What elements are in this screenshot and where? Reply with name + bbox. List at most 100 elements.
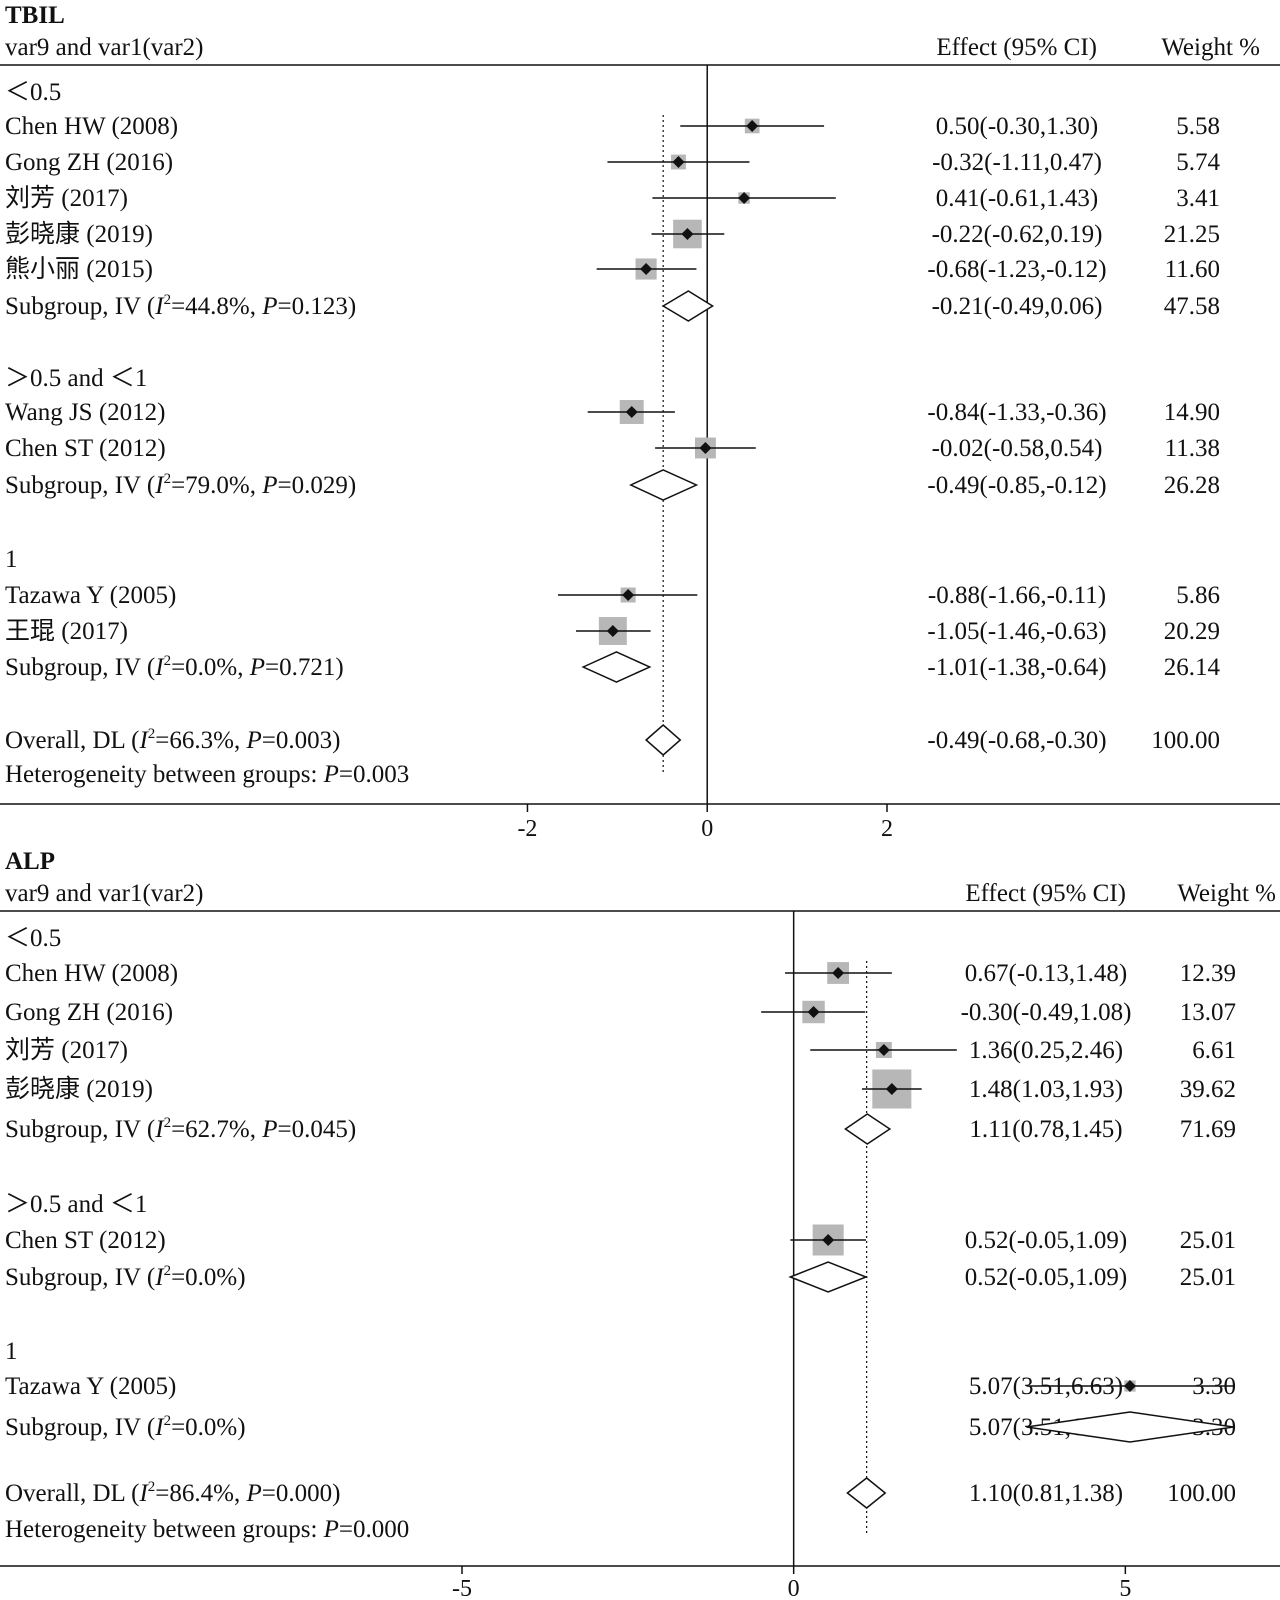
x-tick-label: 5 [1119,1576,1131,1600]
study-effect-ci: -0.68(-1.23,-0.12) [927,256,1106,283]
study-label: 彭晓康 (2019) [5,1075,153,1103]
study-point-estimate [681,228,694,240]
effect-column-header: Effect (95% CI) [965,880,1126,907]
study-label: Chen HW (2008) [5,960,178,987]
i-squared-symbol: I [154,293,165,320]
study-weight: 5.74 [1176,149,1220,176]
p-symbol: P [261,472,277,499]
p-value: =0.721) [265,654,344,681]
i-squared-symbol: I [154,1116,165,1143]
overall-diamond [846,1477,887,1509]
study-label: Gong ZH (2016) [5,999,173,1026]
study-effect-ci: 1.48(1.03,1.93) [969,1076,1123,1103]
x-tick-label: 0 [788,1576,800,1600]
i-squared-superscript: 2 [164,471,172,487]
study-point-estimate [738,192,751,204]
x-tick-label: 0 [701,816,713,842]
study-point-estimate [640,263,653,275]
hetero-p-value: =0.003 [339,761,409,788]
weight-column-header: Weight % [1161,34,1260,61]
i-squared-value: =0.0%) [171,1264,246,1291]
hetero-p-value: =0.000 [339,1516,409,1543]
study-weight: 20.29 [1164,618,1220,645]
i-squared-superscript: 2 [164,653,172,669]
summary-effect-ci: 1.10(0.81,1.38) [969,1480,1123,1507]
subgroup-diamond [844,1113,892,1145]
overall-diamond [644,724,682,756]
i-squared-superscript: 2 [164,1115,172,1131]
p-symbol: P [323,761,339,788]
summary-effect-ci: 1.11(0.78,1.45) [969,1116,1122,1143]
x-tick-label: -5 [452,1576,472,1600]
p-value: =0.003) [262,727,341,754]
study-effect-ci: 1.36(0.25,2.46) [969,1037,1123,1064]
i-squared-value: =0.0%) [171,1414,246,1441]
i-squared-superscript: 2 [164,292,172,308]
study-weight: 11.38 [1165,435,1220,462]
i-squared-symbol: I [138,1480,149,1507]
study-weight: 11.60 [1165,256,1220,283]
i-squared-symbol: I [138,727,149,754]
study-weight: 39.62 [1180,1076,1236,1103]
study-label: Chen ST (2012) [5,435,166,462]
summary-weight: 100.00 [1151,727,1220,754]
study-point-estimate [606,625,619,637]
i-squared-value: =62.7%, [171,1116,262,1143]
p-symbol: P [249,654,265,681]
subgroup-summary-label: Subgroup, IV (I2=0.0%, P=0.721) [5,653,344,681]
subgroup-summary-label: Subgroup, IV (I2=79.0%, P=0.029) [5,471,356,499]
hetero-label: Heterogeneity between groups: [5,1516,324,1543]
study-label: 刘芳 (2017) [5,1036,128,1064]
study-label: 彭晓康 (2019) [5,220,153,248]
i-squared-superscript: 2 [148,1479,156,1495]
study-effect-ci: -0.88(-1.66,-0.11) [928,582,1106,609]
summary-weight: 47.58 [1164,293,1220,320]
x-tick-label: -2 [517,816,537,842]
label-prefix: Subgroup, IV ( [5,1264,155,1291]
subgroup-summary-label: Subgroup, IV (I2=44.8%, P=0.123) [5,292,356,320]
study-effect-ci: -0.02(-0.58,0.54) [932,435,1103,462]
label-prefix: Subgroup, IV ( [5,472,155,499]
subgroup-diamond [581,651,652,683]
study-point-estimate [807,1006,820,1018]
summary-effect-ci: 0.52(-0.05,1.09) [965,1264,1127,1291]
forest-panel-tbil: TBIL var9 and var1(var2) Effect (95% CI) We… [0,2,1280,842]
subgroup-heading: ＜0.5 [5,925,61,952]
study-weight: 12.39 [1180,960,1236,987]
summary-effect-ci: -1.01(-1.38,-0.64) [927,654,1106,681]
i-squared-value: =79.0%, [171,472,262,499]
study-label: Chen ST (2012) [5,1227,166,1254]
summary-weight: 25.01 [1180,1264,1236,1291]
study-point-estimate [625,406,638,418]
study-weight: 5.86 [1176,582,1220,609]
p-symbol: P [261,293,277,320]
p-symbol: P [261,1116,277,1143]
subgroup-heading: 1 [5,546,18,573]
subgroup-diamond [661,290,715,322]
summary-weight: 26.14 [1164,654,1221,681]
panel-title: TBIL [5,2,65,29]
p-value: =0.123) [278,293,357,320]
study-effect-ci: 0.41(-0.61,1.43) [936,185,1098,212]
subgroup-summary-label: Subgroup, IV (I2=62.7%, P=0.045) [5,1115,356,1143]
study-effect-ci: -0.22(-0.62,0.19) [932,221,1103,248]
label-prefix: Subgroup, IV ( [5,1116,155,1143]
study-point-estimate [746,120,759,132]
i-squared-value: =86.4%, [155,1480,246,1507]
label-prefix: Subgroup, IV ( [5,1414,155,1441]
panel-title: ALP [5,848,55,875]
study-effect-ci: -0.30(-0.49,1.08) [961,999,1132,1026]
effect-column-header: Effect (95% CI) [936,34,1097,61]
study-effect-ci: -0.32(-1.11,0.47) [932,149,1102,176]
summary-weight: 71.69 [1180,1116,1236,1143]
overall-label: Overall, DL (I2=86.4%, P=0.000) [5,1479,340,1507]
study-effect-ci: -0.84(-1.33,-0.36) [927,399,1106,426]
i-squared-symbol: I [154,472,165,499]
study-weight: 6.61 [1192,1037,1236,1064]
p-value: =0.029) [278,472,357,499]
subgroup-diamond [629,469,699,501]
p-symbol: P [245,1480,261,1507]
i-squared-superscript: 2 [164,1413,172,1429]
p-value: =0.045) [278,1116,357,1143]
